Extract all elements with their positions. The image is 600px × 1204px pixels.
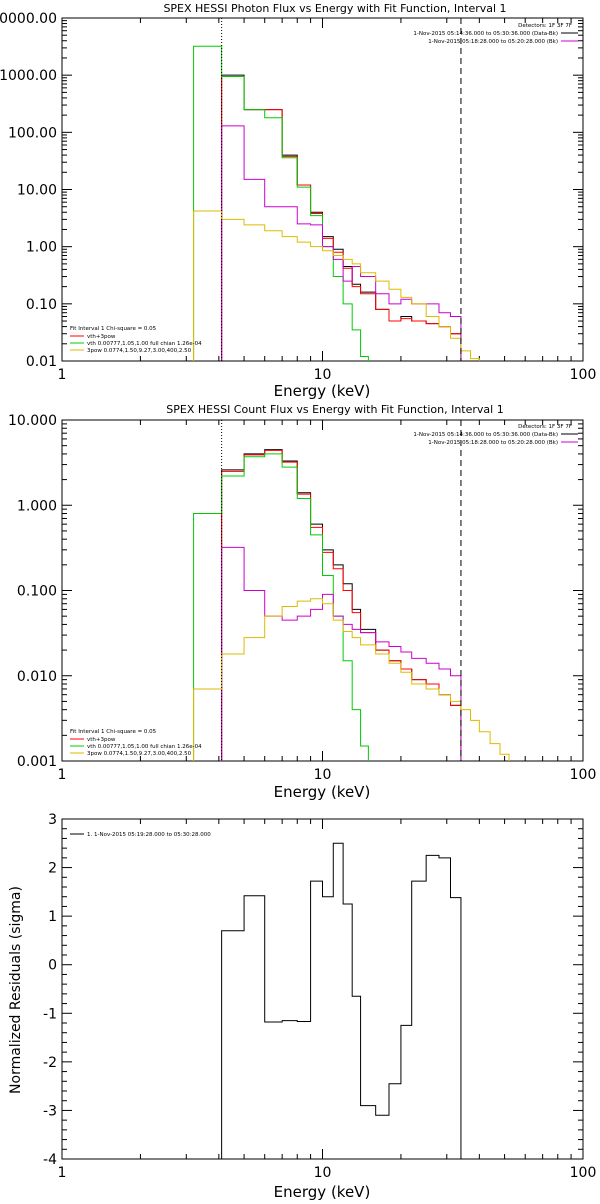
residuals-xtick-label: 1 xyxy=(58,1165,67,1181)
residuals-y-axis-label: Normalized Residuals (sigma) xyxy=(8,886,24,1094)
count-flux-bk-interval-text: 1-Nov-2015 05:18:28.000 to 05:20:28.000 … xyxy=(428,440,558,446)
residuals-x-tick-labels: 1 10 100 xyxy=(58,1165,597,1181)
photon-flux-plot-frame xyxy=(61,17,584,362)
photon-flux-y-tick-labels: 0.01 0.10 1.00 10.00 100.00 1000.00 1000… xyxy=(0,11,57,370)
residuals-ytick-label: -2 xyxy=(43,1055,57,1071)
photon-flux-ytick-label: 1.00 xyxy=(26,240,57,256)
photon-flux-spectrum-line xyxy=(193,45,369,361)
count-flux-data-interval-text: 1-Nov-2015 05:14:36.000 to 05:30:36.000 … xyxy=(413,432,558,438)
count-flux-spectrum-line xyxy=(221,546,462,761)
photon-flux-axes xyxy=(61,18,583,362)
count-flux-xtick-label: 1 xyxy=(58,767,67,783)
photon-flux-info-box: Detectors: 1F 3F 7F 1-Nov-2015 05:14:36.… xyxy=(413,23,578,45)
photon-flux-xtick-label: 10 xyxy=(314,367,332,383)
residuals-ytick-label: 0 xyxy=(48,958,57,974)
count-flux-legend-entry: vth 0.00777,1.05,1.00 full chian 1.26e-0… xyxy=(87,744,202,750)
photon-flux-panel: SPEX HESSI Photon Flux vs Energy with Fi… xyxy=(0,2,596,400)
count-flux-panel: SPEX HESSI Count Flux vs Energy with Fit… xyxy=(8,403,596,801)
photon-flux-ytick-label: 10000.00 xyxy=(0,11,57,27)
residuals-xtick-label: 10 xyxy=(314,1165,332,1181)
residuals-legend: 1. 1-Nov-2015 05:19:28.000 to 05:30:28.0… xyxy=(70,832,211,838)
photon-flux-ytick-label: 0.01 xyxy=(26,354,57,370)
count-flux-x-tick-labels: 1 10 100 xyxy=(58,767,597,783)
residuals-ytick-label: -3 xyxy=(43,1103,57,1119)
count-flux-detectors-text: Detectors: 1F 3F 7F xyxy=(518,424,572,430)
residuals-series xyxy=(221,842,462,1159)
count-flux-y-tick-labels: 0.001 0.010 0.100 1.000 10.000 xyxy=(8,413,57,770)
photon-flux-data-interval-text: 1-Nov-2015 05:14:36.000 to 05:30:36.000 … xyxy=(413,31,558,37)
photon-flux-x-axis-label: Energy (keV) xyxy=(274,382,371,400)
count-flux-axes xyxy=(61,420,583,762)
photon-flux-legend-entry: vth+3pow xyxy=(87,334,116,340)
count-flux-ytick-label: 0.010 xyxy=(17,669,57,685)
photon-flux-spectrum-line xyxy=(221,125,462,361)
residuals-ytick-label: 3 xyxy=(48,812,57,828)
count-flux-legend-title: Fit Interval 1 Chi-square = 0.05 xyxy=(70,729,157,735)
photon-flux-legend: Fit Interval 1 Chi-square = 0.05 vth+3po… xyxy=(70,326,202,354)
residuals-xtick-label: 100 xyxy=(570,1165,597,1181)
photon-flux-ytick-label: 10.00 xyxy=(17,183,57,199)
count-flux-plot-frame xyxy=(61,419,584,762)
count-flux-xtick-label: 100 xyxy=(570,767,597,783)
photon-flux-legend-entry: 3pow 0.0774,1.50,9.27,3.00,400,2.50 xyxy=(87,348,192,354)
count-flux-legend-entry: vth+3pow xyxy=(87,737,116,743)
count-flux-legend: Fit Interval 1 Chi-square = 0.05 vth+3po… xyxy=(70,729,202,757)
photon-flux-spectrum-line xyxy=(193,210,480,361)
residuals-y-tick-labels: -4 -3 -2 -1 0 1 2 3 xyxy=(43,812,57,1168)
photon-flux-spectrum-line xyxy=(221,74,462,361)
photon-flux-ytick-label: 1000.00 xyxy=(0,68,57,84)
count-flux-xtick-label: 10 xyxy=(314,767,332,783)
photon-flux-xtick-label: 1 xyxy=(58,367,67,383)
residuals-legend-entry: 1. 1-Nov-2015 05:19:28.000 to 05:30:28.0… xyxy=(87,832,211,838)
photon-flux-xtick-label: 100 xyxy=(570,367,597,383)
photon-flux-spectrum-line xyxy=(221,75,462,361)
count-flux-spectrum-line xyxy=(221,449,462,761)
photon-flux-title: SPEX HESSI Photon Flux vs Energy with Fi… xyxy=(163,2,506,15)
residuals-spectrum-line xyxy=(221,842,462,1159)
photon-flux-x-tick-labels: 1 10 100 xyxy=(58,367,597,383)
count-flux-ytick-label: 0.001 xyxy=(17,754,57,770)
residuals-ytick-label: 2 xyxy=(48,861,57,877)
photon-flux-detectors-text: Detectors: 1F 3F 7F xyxy=(518,23,572,29)
residuals-axes xyxy=(61,818,583,1160)
residuals-x-axis-label: Energy (keV) xyxy=(274,1183,371,1200)
residuals-ytick-label: -4 xyxy=(43,1152,57,1168)
photon-flux-bk-interval-text: 1-Nov-2015 05:18:28.000 to 05:20:28.000 … xyxy=(428,39,558,45)
count-flux-info-box: Detectors: 1F 3F 7F 1-Nov-2015 05:14:36.… xyxy=(413,424,578,446)
photon-flux-ytick-label: 0.10 xyxy=(26,297,57,313)
residuals-plot-frame xyxy=(61,818,584,1160)
count-flux-ytick-label: 10.000 xyxy=(8,413,57,429)
count-flux-spectrum-line xyxy=(193,453,369,761)
count-flux-spectrum-line xyxy=(221,449,462,761)
count-flux-x-axis-label: Energy (keV) xyxy=(274,783,371,801)
count-flux-spectrum-line xyxy=(193,598,510,761)
photon-flux-legend-entry: vth 0.00777,1.05,1.00 full chian 1.26e-0… xyxy=(87,341,202,347)
photon-flux-ytick-label: 100.00 xyxy=(8,125,57,141)
photon-flux-legend-title: Fit Interval 1 Chi-square = 0.05 xyxy=(70,326,157,332)
residuals-ytick-label: 1 xyxy=(48,909,57,925)
photon-flux-series xyxy=(193,45,480,361)
residuals-panel: -4 -3 -2 -1 0 1 2 3 1 10 100 Energy (keV… xyxy=(8,812,597,1201)
count-flux-ytick-label: 0.100 xyxy=(17,584,57,600)
count-flux-legend-entry: 3pow 0.0774,1.50,9.27,3.00,400,2.50 xyxy=(87,751,192,757)
count-flux-energy-range-markers xyxy=(221,420,462,761)
count-flux-series xyxy=(193,449,510,761)
count-flux-ytick-label: 1.000 xyxy=(17,498,57,514)
count-flux-title: SPEX HESSI Count Flux vs Energy with Fit… xyxy=(166,403,503,416)
photon-flux-energy-range-markers xyxy=(221,18,462,361)
residuals-ytick-label: -1 xyxy=(43,1006,57,1022)
